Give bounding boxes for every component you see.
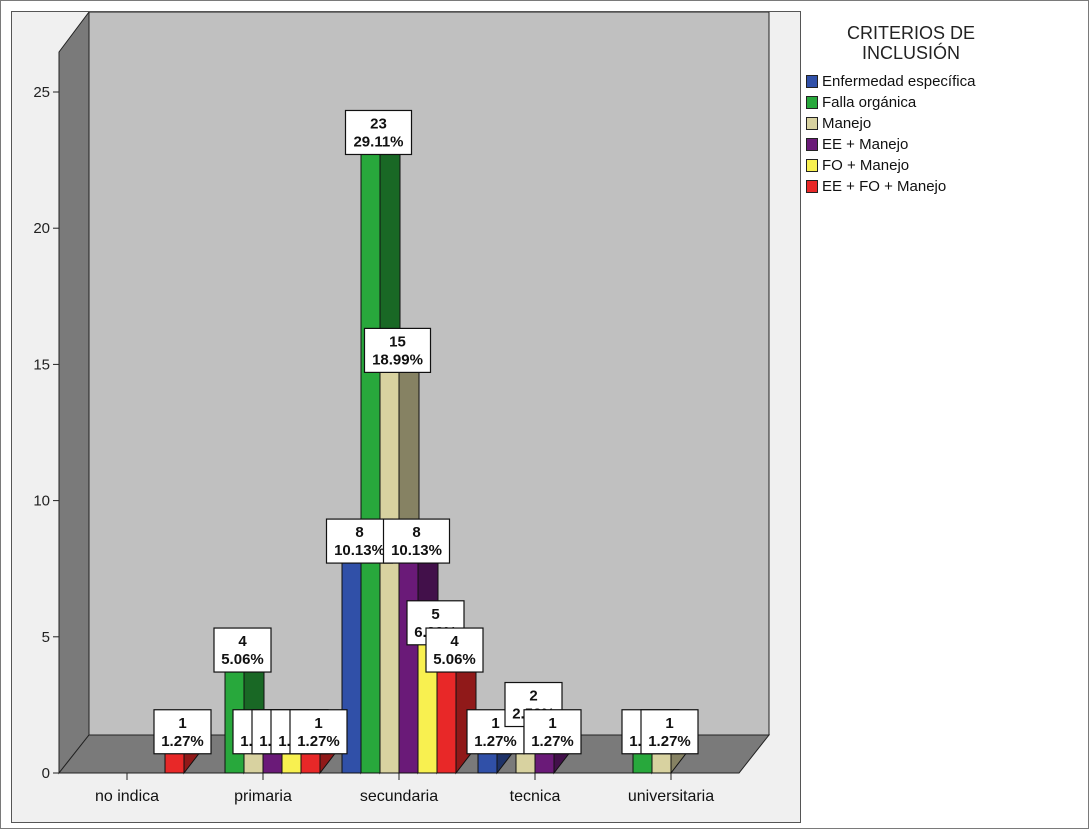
side-wall (58, 12, 90, 775)
data-label-line: 18.99% (372, 351, 423, 368)
legend-item: FO + Manejo (806, 155, 1086, 176)
legend-title: CRITERIOS DE INCLUSIÓN (806, 23, 1016, 63)
data-label-box (213, 627, 272, 673)
x-tick-label: universitaria (628, 788, 714, 805)
legend-label: Enfermedad específica (822, 73, 976, 90)
data-label-line: 1 (491, 715, 499, 732)
data-label-line: 5 (431, 606, 439, 623)
y-tick-label: 0 (42, 765, 50, 782)
y-tick-label: 25 (33, 84, 50, 101)
data-label-line: 4 (238, 633, 247, 650)
legend-label: EE + FO + Manejo (822, 178, 947, 195)
data-label-line: 1 (314, 715, 322, 732)
data-label-box (523, 709, 582, 755)
bar (398, 554, 419, 774)
legend-item: EE + FO + Manejo (806, 176, 1086, 197)
data-label-line: 1.27% (531, 733, 574, 750)
legend-item: EE + Manejo (806, 134, 1086, 155)
data-label-box (289, 709, 348, 755)
bar (360, 145, 381, 774)
legend: CRITERIOS DE INCLUSIÓN Enfermedad especí… (806, 23, 1086, 197)
data-label: 8 10.13% (334, 524, 385, 559)
data-label-line: 8 (355, 524, 363, 541)
bar (436, 663, 457, 774)
data-label-line: 10.13% (334, 542, 385, 559)
data-label: 15 18.99% (372, 333, 423, 368)
data-label: 4 5.06% (433, 633, 476, 668)
data-label: 8 10.13% (391, 524, 442, 559)
legend-swatch (806, 117, 818, 130)
y-tick-label: 5 (42, 629, 50, 646)
legend-items: Enfermedad específica Falla orgánica Manej… (806, 71, 1086, 197)
data-label-line: 2 (529, 688, 537, 705)
legend-swatch (806, 159, 818, 172)
data-label-line: 5.06% (433, 651, 476, 668)
legend-swatch (806, 138, 818, 151)
legend-label: Manejo (822, 115, 872, 132)
data-label: 4 5.06% (221, 633, 264, 668)
data-label-box (425, 627, 484, 673)
data-label-box (640, 709, 699, 755)
legend-swatch (806, 75, 818, 88)
x-tick-label: primaria (234, 788, 292, 805)
data-label-line: 10.13% (391, 542, 442, 559)
x-tick-label: no indica (95, 788, 159, 805)
legend-item: Enfermedad específica (806, 71, 1086, 92)
y-tick-label: 10 (33, 493, 50, 510)
legend-title-line-1: CRITERIOS DE (846, 23, 975, 43)
data-label-line: 1 (548, 715, 556, 732)
data-label-line: 1 (665, 715, 673, 732)
chart-plot-area: 0 5 10 15 20 25 no indica primaria secundaria tec… (11, 11, 801, 823)
legend-title-line-2: INCLUSIÓN (861, 43, 960, 63)
data-label-line: 4 (450, 633, 459, 650)
data-label-line: 1 (178, 715, 186, 732)
legend-label: Falla orgánica (822, 94, 917, 111)
x-tick-label: secundaria (360, 788, 438, 805)
y-tick-label: 15 (33, 356, 50, 373)
legend-swatch (806, 96, 818, 109)
x-tick-label: tecnica (510, 788, 561, 805)
data-label-line: 5.06% (221, 651, 264, 668)
data-label-box (363, 327, 432, 373)
legend-label: EE + Manejo (822, 136, 909, 153)
data-label-line: 8 (412, 524, 420, 541)
legend-item: Falla orgánica (806, 92, 1086, 113)
data-label-line: 1.27% (648, 733, 691, 750)
y-tick-label: 20 (33, 220, 50, 237)
legend-swatch (806, 180, 818, 193)
data-label: 23 29.11% (353, 115, 403, 150)
legend-item: Manejo (806, 113, 1086, 134)
data-label-line: 1.27% (474, 733, 517, 750)
data-label-line: 29.11% (353, 133, 403, 150)
data-label-line: 1.27% (297, 733, 340, 750)
data-label-box (382, 518, 451, 564)
legend-label: FO + Manejo (822, 157, 910, 174)
data-label-box (344, 109, 413, 156)
data-label-box (153, 709, 212, 755)
data-label-line: 1.27% (161, 733, 204, 750)
data-label-line: 23 (370, 115, 387, 132)
bar (379, 363, 400, 774)
data-label-line: 15 (389, 333, 406, 350)
